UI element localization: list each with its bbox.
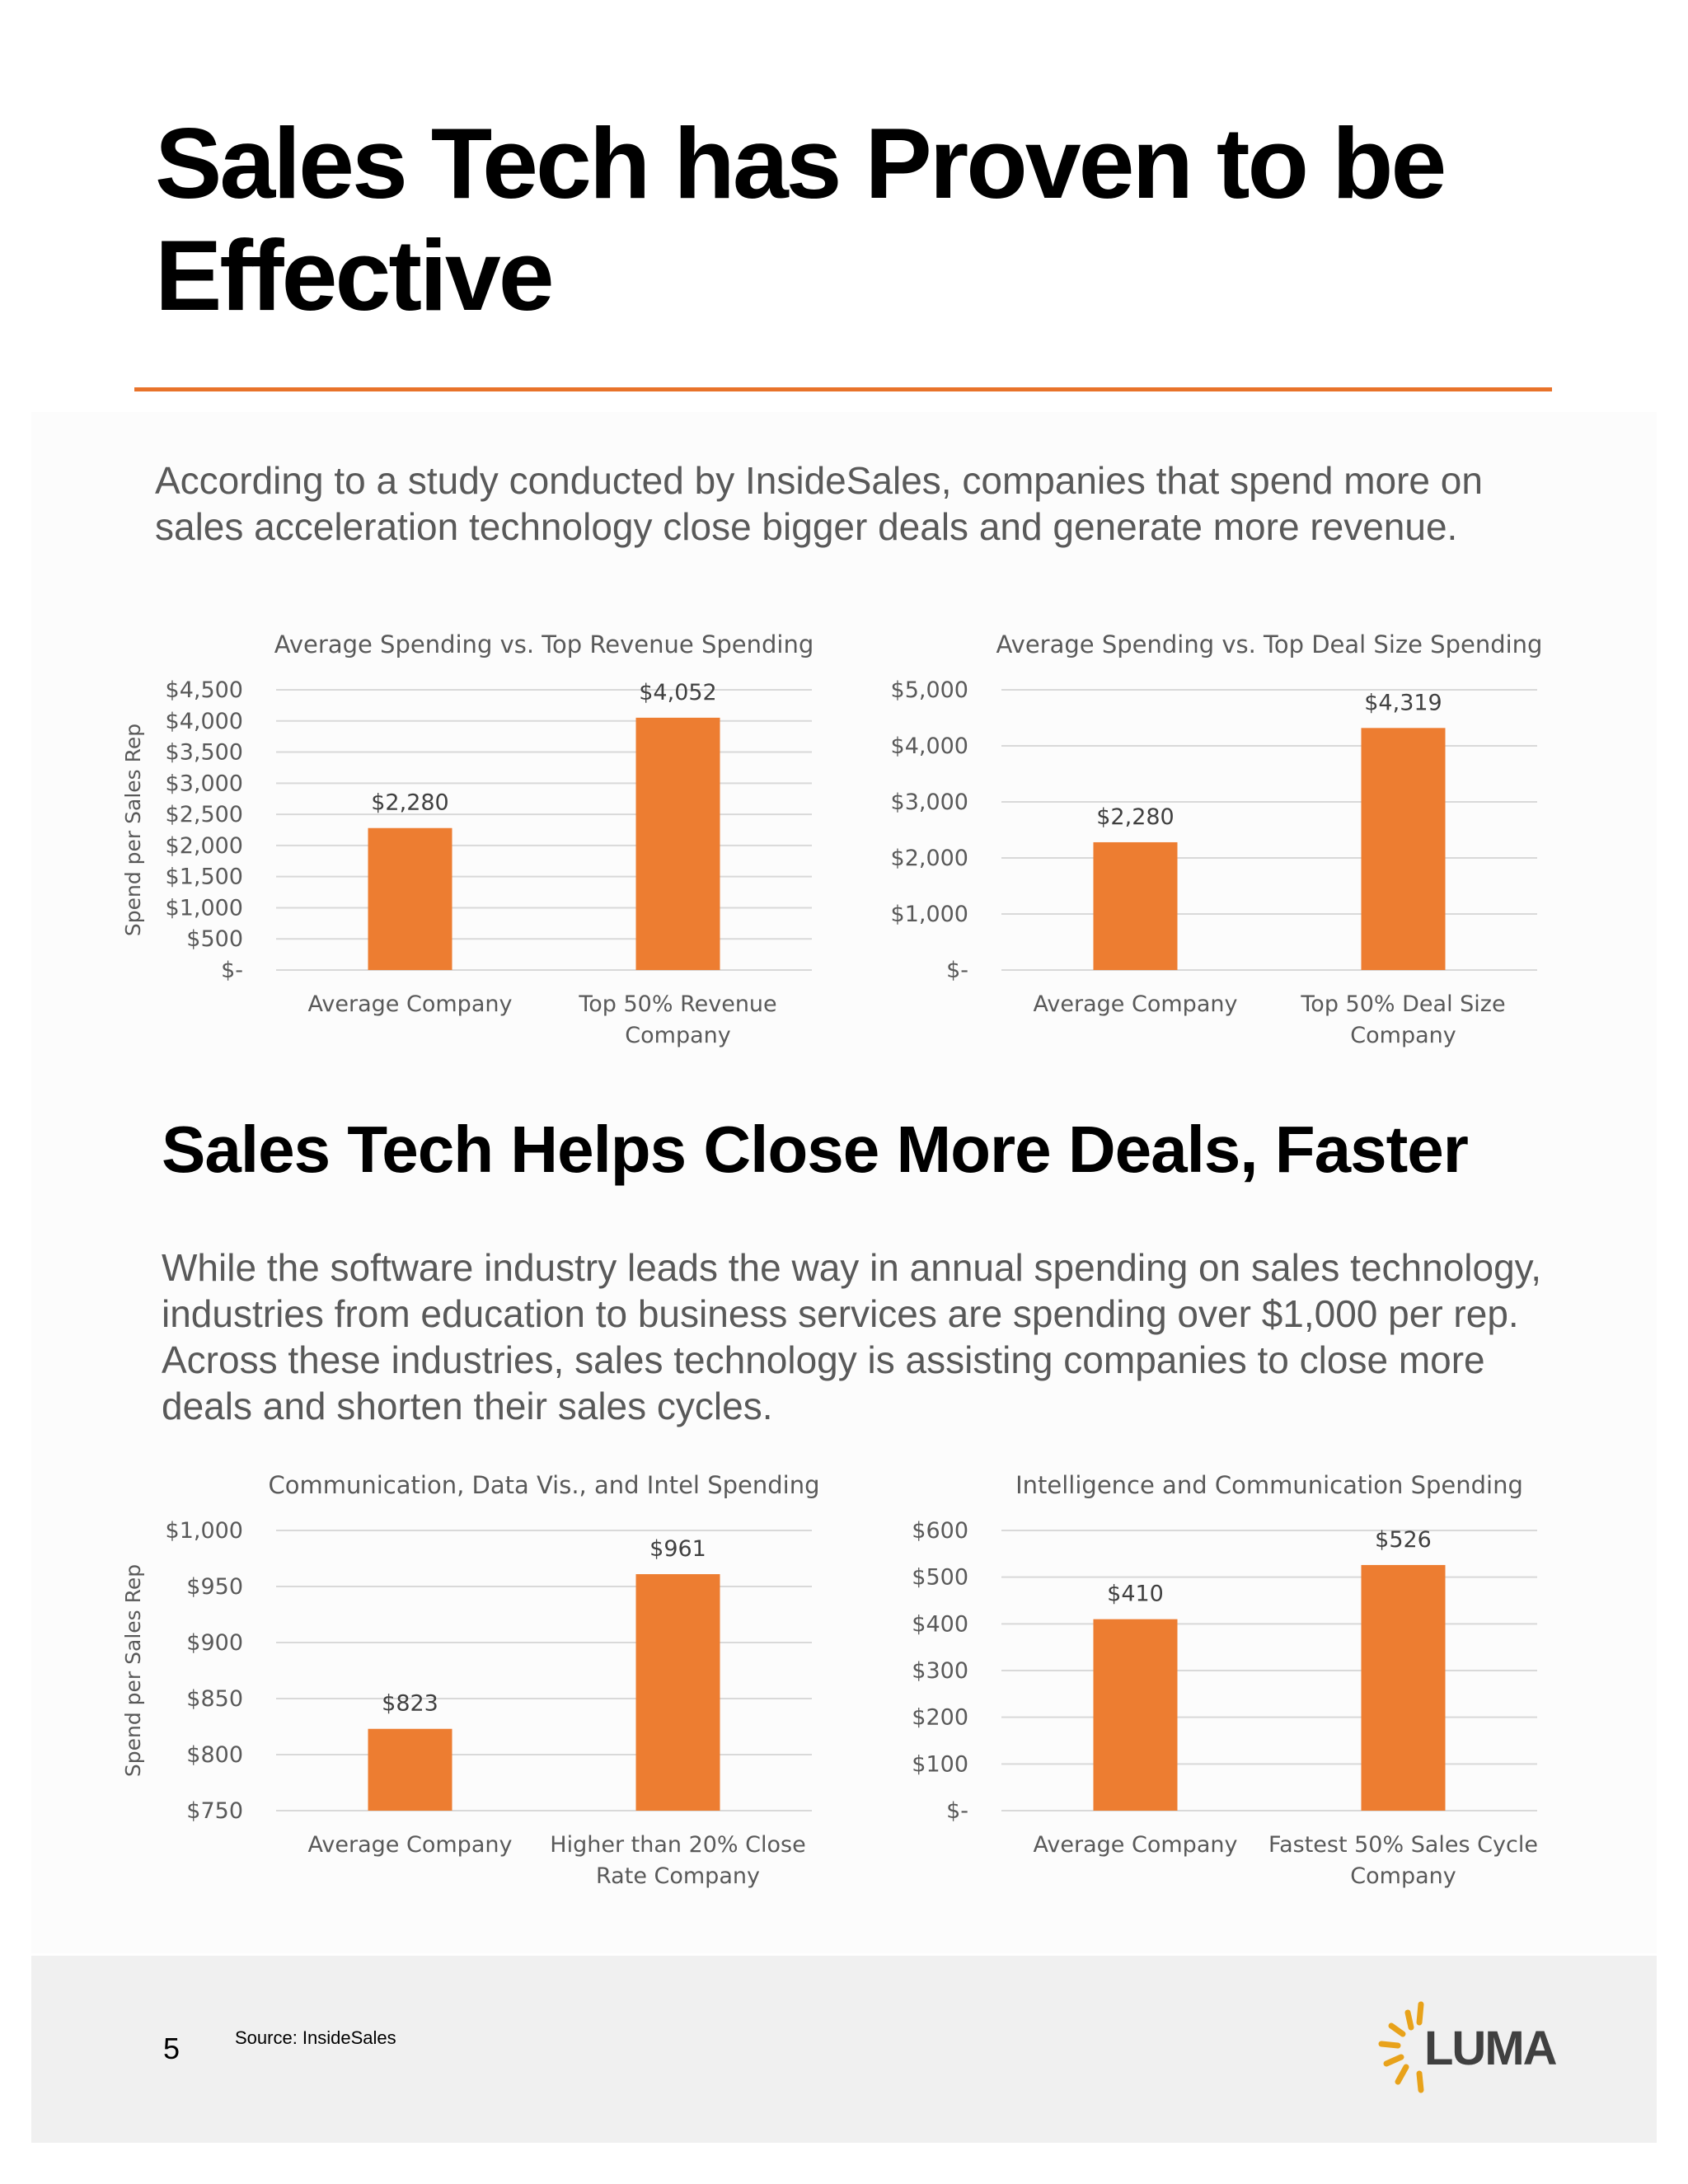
deal-size-spending-chart: Average Spending vs. Top Deal Size Spend… — [891, 630, 1543, 1048]
x-tick-label: Company — [1350, 1863, 1456, 1889]
title-divider — [134, 387, 1552, 391]
y-tick-label: $5,000 — [891, 677, 968, 703]
y-tick-label: $- — [946, 958, 968, 983]
x-tick-label: Top 50% Revenue — [578, 991, 776, 1017]
page-number: 5 — [163, 2032, 181, 2065]
section-heading: Sales Tech Helps Close More Deals, Faste… — [162, 1113, 1469, 1186]
y-tick-label: $800 — [186, 1742, 243, 1768]
footer-bar — [31, 1956, 1657, 2143]
x-tick-label: Higher than 20% Close — [550, 1832, 805, 1858]
y-tick-label: $4,000 — [166, 709, 243, 734]
y-tick-label: $850 — [186, 1686, 243, 1712]
y-tick-label: $3,000 — [891, 790, 968, 815]
bar — [635, 1574, 720, 1811]
y-tick-label: $750 — [186, 1798, 243, 1824]
y-axis-label: Spend per Sales Rep — [121, 1564, 145, 1777]
data-label: $823 — [382, 1691, 438, 1717]
x-tick-label: Average Company — [308, 991, 513, 1017]
luma-sunburst-icon — [1378, 2001, 1424, 2093]
y-tick-label: $4,000 — [891, 733, 968, 759]
x-tick-label: Company — [1350, 1023, 1456, 1048]
data-label: $2,280 — [371, 790, 448, 816]
chart-title: Average Spending vs. Top Deal Size Spend… — [996, 630, 1543, 658]
y-tick-label: $2,000 — [166, 833, 243, 859]
data-label: $961 — [649, 1536, 706, 1562]
y-tick-label: $1,000 — [166, 895, 243, 921]
bar — [368, 827, 452, 970]
y-tick-label: $1,000 — [891, 902, 968, 927]
y-tick-label: $- — [221, 958, 243, 983]
y-tick-label: $950 — [186, 1574, 243, 1600]
bar — [368, 1728, 452, 1811]
y-tick-label: $400 — [912, 1611, 968, 1637]
y-tick-label: $2,500 — [166, 802, 243, 827]
y-tick-label: $2,000 — [891, 846, 968, 871]
bar — [1093, 1619, 1178, 1811]
y-tick-label: $100 — [912, 1751, 968, 1777]
y-tick-label: $1,000 — [166, 1518, 243, 1544]
bar — [635, 717, 720, 970]
y-tick-label: $4,500 — [166, 677, 243, 703]
close-rate-spending-chart: Communication, Data Vis., and Intel Spen… — [121, 1471, 820, 1889]
x-tick-label: Rate Company — [596, 1863, 760, 1889]
data-label: $2,280 — [1096, 804, 1174, 830]
data-label: $4,319 — [1364, 690, 1442, 715]
bar — [1361, 1564, 1446, 1811]
data-label: $410 — [1107, 1582, 1164, 1607]
data-label: $526 — [1375, 1527, 1432, 1553]
sales-cycle-spending-chart: Intelligence and Communication Spending $… — [912, 1471, 1538, 1889]
y-tick-label: $600 — [912, 1518, 968, 1544]
x-tick-label: Company — [625, 1023, 730, 1048]
y-tick-label: $900 — [186, 1630, 243, 1656]
x-tick-label: Fastest 50% Sales Cycle — [1268, 1832, 1538, 1858]
intro-paragraph: According to a study conducted by Inside… — [155, 459, 1483, 548]
chart-title: Average Spending vs. Top Revenue Spendin… — [274, 630, 814, 658]
y-tick-label: $500 — [912, 1565, 968, 1591]
y-tick-label: $- — [946, 1798, 968, 1824]
luma-logo: LUMA — [1424, 2022, 1558, 2075]
data-label: $4,052 — [639, 680, 716, 705]
y-tick-label: $300 — [912, 1658, 968, 1684]
x-tick-label: Average Company — [1034, 991, 1238, 1017]
bar — [1361, 728, 1446, 970]
y-tick-label: $3,000 — [166, 771, 243, 796]
y-tick-label: $3,500 — [166, 740, 243, 766]
chart-title: Intelligence and Communication Spending — [1015, 1471, 1523, 1499]
y-tick-label: $200 — [912, 1705, 968, 1731]
y-tick-label: $1,500 — [166, 865, 243, 890]
chart-title: Communication, Data Vis., and Intel Spen… — [269, 1471, 820, 1499]
y-tick-label: $500 — [186, 926, 243, 952]
revenue-spending-chart: Average Spending vs. Top Revenue Spendin… — [121, 630, 814, 1048]
x-tick-label: Top 50% Deal Size — [1300, 991, 1505, 1017]
x-tick-label: Average Company — [308, 1832, 513, 1858]
page-title: Sales Tech has Proven to be Effective — [155, 107, 1447, 331]
source-note: Source: InsideSales — [235, 2027, 396, 2048]
bar — [1093, 841, 1178, 970]
section-paragraph: While the software industry leads the wa… — [162, 1246, 1542, 1427]
y-axis-label: Spend per Sales Rep — [121, 724, 145, 936]
x-tick-label: Average Company — [1034, 1832, 1238, 1858]
